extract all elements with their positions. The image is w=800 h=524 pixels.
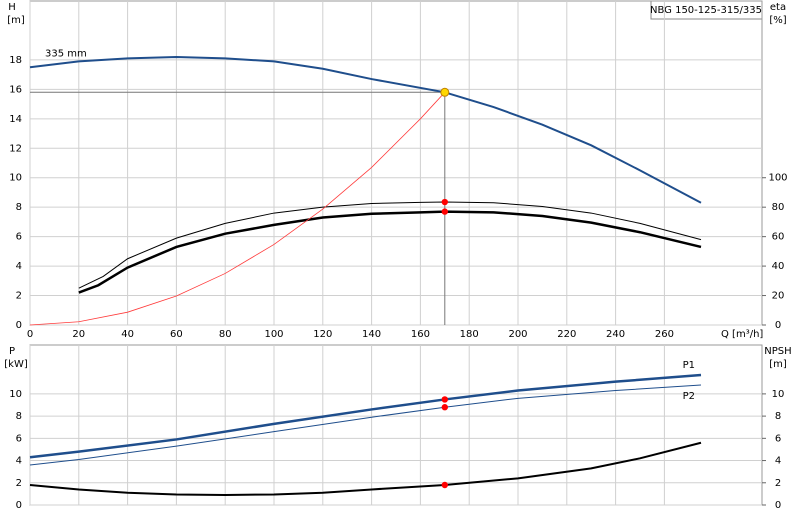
y-tick-label: 6 <box>16 232 22 243</box>
x-tick-label: 160 <box>411 329 430 340</box>
x-tick-label: 200 <box>508 329 527 340</box>
x-tick-label: 20 <box>72 329 85 340</box>
y-tick-label: 14 <box>9 114 22 125</box>
series-label: P1 <box>683 360 695 371</box>
y2-tick-label: 20 <box>772 291 785 302</box>
y-tick-label: 2 <box>16 291 22 302</box>
y-tick-label: 8 <box>16 411 22 422</box>
y2-tick-label: 6 <box>775 433 781 444</box>
curve <box>29 441 702 497</box>
y2-tick-label: 80 <box>772 202 785 213</box>
y2-axis-unit: [%] <box>769 15 786 26</box>
y2-tick-label: 40 <box>772 261 785 272</box>
y2-tick-label: 10 <box>772 389 785 400</box>
x-tick-label: 220 <box>557 329 576 340</box>
y-tick-label: 16 <box>9 84 22 95</box>
plot-area <box>29 344 763 506</box>
y-tick-label: 8 <box>16 202 22 213</box>
y2-tick-label: 2 <box>775 478 781 489</box>
curve <box>29 373 702 459</box>
curve <box>29 92 446 326</box>
x-axis-label: Q [m³/h] <box>721 329 763 340</box>
marker <box>441 396 448 403</box>
curve <box>78 210 702 294</box>
y2-tick-label: 4 <box>775 456 781 467</box>
y-tick-label: 12 <box>9 143 22 154</box>
y-tick-label: 2 <box>16 478 22 489</box>
y2-tick-label: 100 <box>768 173 787 184</box>
y-axis-label: P <box>9 346 15 357</box>
y2-tick-label: 60 <box>772 232 785 243</box>
y2-axis-unit: [m] <box>769 359 787 370</box>
x-tick-label: 140 <box>362 329 381 340</box>
marker <box>441 404 448 411</box>
curve <box>29 55 702 204</box>
y-tick-label: 10 <box>9 389 22 400</box>
y-axis-unit: [m] <box>7 15 25 26</box>
y-tick-label: 10 <box>9 173 22 184</box>
x-tick-label: 0 <box>27 329 33 340</box>
x-tick-label: 260 <box>655 329 674 340</box>
y2-axis-label: NPSH <box>764 346 791 357</box>
series-label: P2 <box>683 391 695 402</box>
x-tick-label: 40 <box>121 329 134 340</box>
marker <box>441 481 448 489</box>
series-label: 335 mm <box>45 48 87 59</box>
marker <box>441 198 448 206</box>
y-tick-label: 18 <box>9 55 22 66</box>
y2-tick-label: 0 <box>775 320 781 331</box>
y-axis-label: H <box>8 2 16 13</box>
title: NBG 150-125-315/335 <box>650 5 762 16</box>
y-tick-label: 4 <box>16 456 22 467</box>
marker <box>440 87 450 97</box>
x-tick-label: 60 <box>170 329 183 340</box>
y-tick-label: 0 <box>16 320 22 331</box>
plot-area <box>29 0 763 326</box>
y-tick-label: 4 <box>16 261 22 272</box>
curve <box>29 384 702 466</box>
x-tick-label: 100 <box>264 329 283 340</box>
y2-tick-label: 0 <box>775 500 781 511</box>
y-tick-label: 0 <box>16 500 22 511</box>
curve <box>78 201 702 289</box>
x-tick-label: 80 <box>219 329 232 340</box>
x-tick-label: 120 <box>313 329 332 340</box>
y2-tick-label: 8 <box>775 411 781 422</box>
y-tick-label: 6 <box>16 433 22 444</box>
x-tick-label: 240 <box>606 329 625 340</box>
x-tick-label: 180 <box>460 329 479 340</box>
marker <box>441 208 448 215</box>
y-axis-unit: [kW] <box>4 359 28 370</box>
y2-axis-label: eta <box>770 2 786 13</box>
